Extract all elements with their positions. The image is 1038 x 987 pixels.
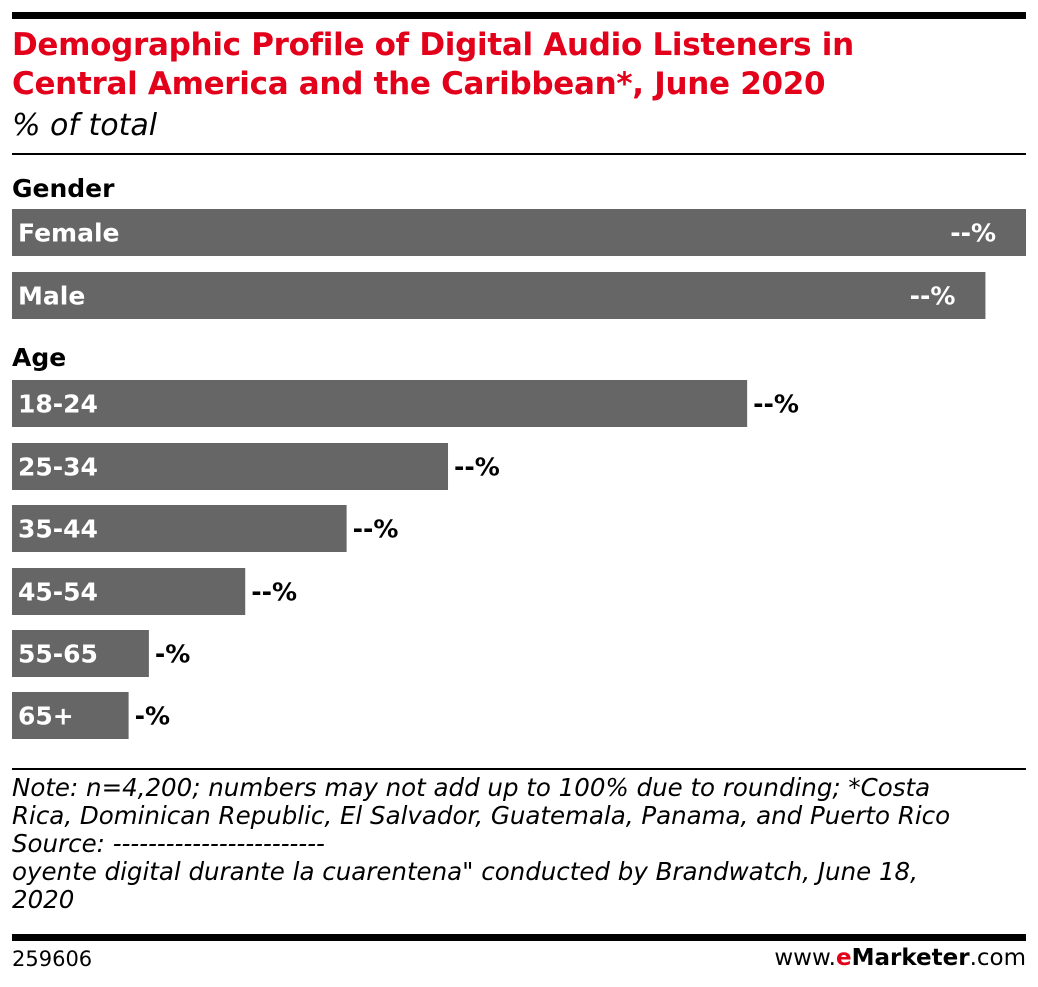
bar-male: [12, 272, 986, 319]
bar-label-25-34: 25-34: [18, 453, 98, 482]
value-label-female: --%: [950, 219, 996, 248]
chart-title: Demographic Profile of Digital Audio Lis…: [12, 26, 1012, 104]
bar-35-44: [12, 505, 347, 552]
note-line-1: Note: n=4,200; numbers may not add up to…: [12, 773, 931, 802]
value-label-18-24: --%: [753, 390, 799, 419]
brand-link[interactable]: www.eMarketer.com: [774, 945, 1026, 971]
source-line-3: 2020: [12, 885, 75, 914]
title-line-2: Central America and the Caribbean*, June…: [12, 66, 826, 102]
value-label-65: -%: [135, 702, 170, 731]
brand-name: Marketer: [851, 945, 970, 971]
bar-female: [12, 209, 1026, 256]
group-header-gender: Gender: [12, 174, 115, 203]
bar-55-65: [12, 630, 149, 677]
bar-label-45-54: 45-54: [18, 578, 98, 607]
bar-25-34: [12, 443, 449, 490]
bar-label-65: 65+: [18, 702, 74, 731]
value-label-25-34: --%: [454, 453, 500, 482]
brand-suffix: .com: [969, 945, 1026, 971]
bar-label-55-65: 55-65: [18, 640, 98, 669]
source-line-2: oyente digital durante la cuarentena" co…: [12, 857, 918, 886]
notes-divider: [12, 768, 1026, 770]
top-rule: [12, 12, 1026, 19]
brand-prefix: www.: [774, 945, 836, 971]
value-label-55-65: -%: [155, 640, 190, 669]
header-divider: [12, 153, 1026, 155]
bar-65: [12, 692, 129, 739]
chart-id: 259606: [12, 947, 93, 971]
value-label-male: --%: [910, 282, 956, 311]
group-header-age: Age: [12, 343, 66, 372]
source-line-1: Source: ------------------------: [12, 829, 325, 858]
chart-notes: Note: n=4,200; numbers may not add up to…: [12, 774, 1026, 914]
brand-e: e: [835, 945, 852, 971]
bottom-rule: [12, 934, 1026, 941]
value-label-35-44: --%: [353, 515, 399, 544]
chart-subtitle: % of total: [12, 108, 158, 143]
bar-18-24: [12, 380, 748, 427]
bar-label-male: Male: [18, 282, 85, 311]
bar-label-female: Female: [18, 219, 119, 248]
bar-label-18-24: 18-24: [18, 390, 98, 419]
bar-45-54: [12, 568, 246, 615]
note-line-2: Rica, Dominican Republic, El Salvador, G…: [12, 801, 951, 830]
bar-chart: Gender Female --% Male --% Age 18-24 --% 25-34 --…: [12, 174, 1026, 739]
bar-label-35-44: 35-44: [18, 515, 98, 544]
title-line-1: Demographic Profile of Digital Audio Lis…: [12, 27, 854, 63]
value-label-45-54: --%: [251, 578, 297, 607]
